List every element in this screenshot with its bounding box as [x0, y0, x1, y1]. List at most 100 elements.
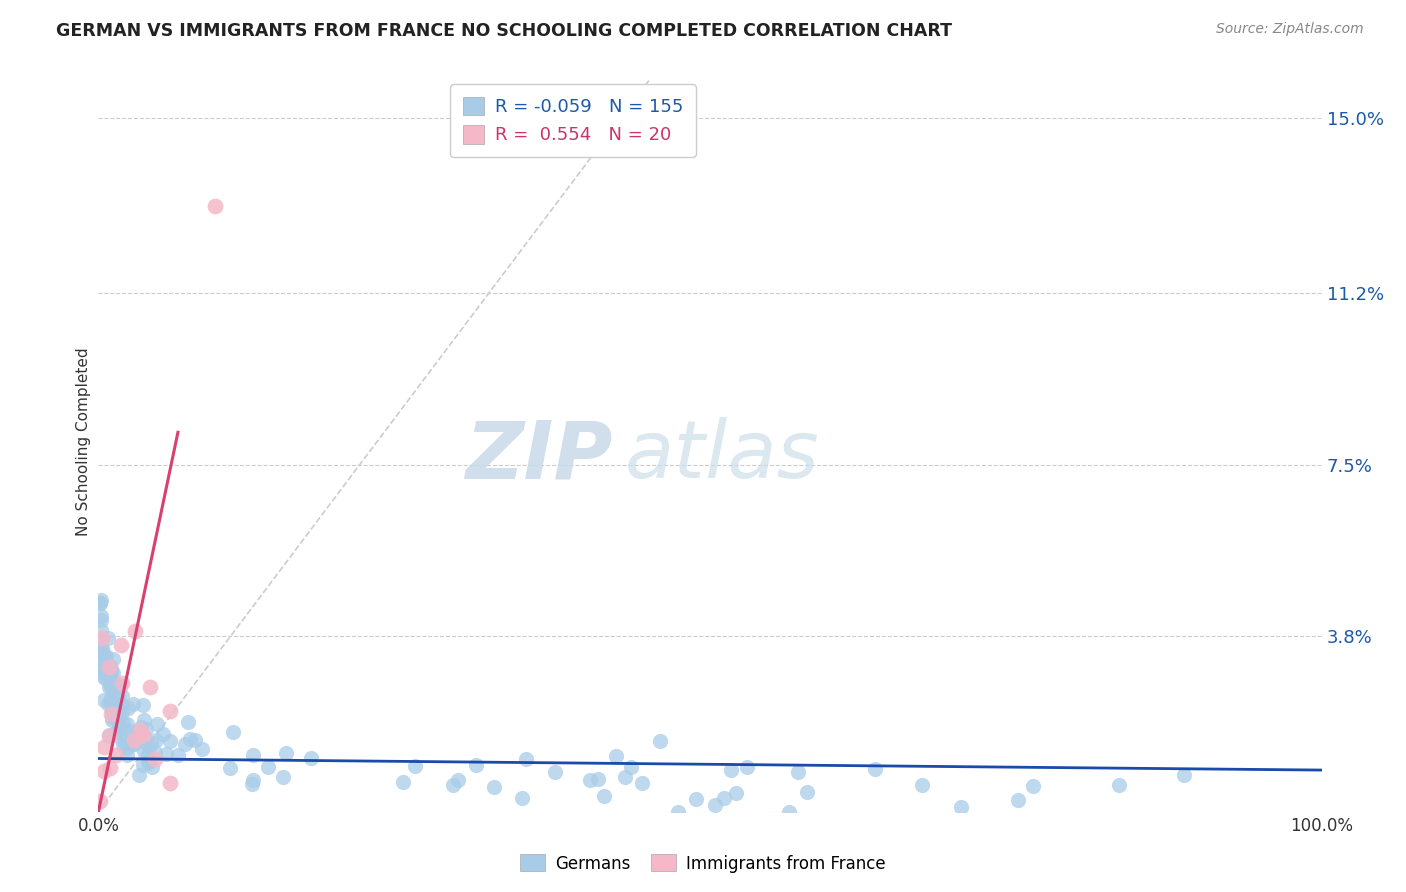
Point	[94, 649, 117, 664]
Point	[391, 775, 413, 789]
Point	[143, 752, 166, 766]
Point	[93, 693, 115, 707]
Point	[90, 623, 112, 637]
Point	[720, 763, 742, 777]
Point	[911, 778, 934, 792]
Point	[1108, 778, 1130, 792]
Point	[465, 757, 488, 772]
Point	[101, 681, 124, 696]
Point	[138, 739, 160, 754]
Point	[89, 794, 111, 808]
Point	[613, 770, 636, 784]
Point	[100, 662, 122, 676]
Point	[93, 661, 115, 675]
Point	[98, 660, 121, 674]
Point	[91, 647, 114, 661]
Point	[648, 734, 671, 748]
Point	[177, 714, 200, 729]
Point	[184, 733, 207, 747]
Point	[100, 679, 122, 693]
Point	[512, 791, 534, 805]
Point	[155, 747, 177, 762]
Point	[90, 613, 112, 627]
Point	[132, 744, 155, 758]
Point	[90, 662, 112, 676]
Point	[115, 716, 138, 731]
Point	[579, 773, 602, 788]
Point	[118, 723, 141, 738]
Point	[111, 689, 134, 703]
Point	[94, 671, 117, 685]
Point	[1173, 767, 1195, 781]
Point	[100, 706, 122, 721]
Point	[159, 775, 181, 789]
Point	[159, 733, 181, 747]
Point	[98, 728, 121, 742]
Point	[605, 749, 627, 764]
Point	[103, 652, 125, 666]
Point	[136, 756, 159, 770]
Point	[94, 648, 117, 663]
Legend: Germans, Immigrants from France: Germans, Immigrants from France	[513, 847, 893, 880]
Point	[129, 720, 152, 734]
Point	[122, 697, 145, 711]
Point	[122, 732, 145, 747]
Point	[949, 800, 972, 814]
Point	[96, 663, 118, 677]
Point	[101, 704, 124, 718]
Point	[100, 697, 122, 711]
Point	[108, 722, 131, 736]
Point	[90, 609, 112, 624]
Point	[97, 631, 120, 645]
Point	[103, 707, 125, 722]
Point	[865, 762, 887, 776]
Point	[127, 723, 149, 738]
Point	[93, 655, 115, 669]
Point	[135, 722, 157, 736]
Point	[666, 805, 689, 819]
Point	[90, 592, 112, 607]
Point	[97, 662, 120, 676]
Point	[91, 642, 114, 657]
Point	[105, 706, 128, 721]
Point	[219, 761, 242, 775]
Point	[132, 757, 155, 772]
Point	[725, 786, 748, 800]
Point	[159, 704, 181, 718]
Point	[132, 698, 155, 713]
Point	[111, 698, 134, 713]
Point	[111, 738, 134, 752]
Point	[98, 677, 121, 691]
Point	[544, 765, 567, 780]
Point	[100, 680, 122, 694]
Point	[121, 737, 143, 751]
Point	[146, 717, 169, 731]
Point	[105, 702, 128, 716]
Point	[115, 740, 138, 755]
Point	[138, 747, 160, 762]
Legend: R = -0.059   N = 155, R =  0.554   N = 20: R = -0.059 N = 155, R = 0.554 N = 20	[450, 84, 696, 157]
Point	[132, 728, 155, 742]
Point	[107, 706, 129, 721]
Point	[167, 747, 190, 762]
Point	[134, 735, 156, 749]
Point	[103, 704, 125, 718]
Point	[446, 773, 468, 788]
Point	[271, 770, 294, 784]
Point	[98, 658, 121, 673]
Point	[685, 792, 707, 806]
Point	[482, 780, 505, 794]
Point	[593, 789, 616, 803]
Point	[98, 680, 121, 694]
Point	[1007, 793, 1029, 807]
Text: GERMAN VS IMMIGRANTS FROM FRANCE NO SCHOOLING COMPLETED CORRELATION CHART: GERMAN VS IMMIGRANTS FROM FRANCE NO SCHO…	[56, 22, 952, 40]
Point	[110, 731, 132, 745]
Point	[98, 665, 121, 679]
Point	[588, 772, 610, 786]
Point	[117, 701, 139, 715]
Point	[141, 760, 163, 774]
Point	[100, 665, 122, 679]
Point	[221, 724, 243, 739]
Y-axis label: No Schooling Completed: No Schooling Completed	[76, 347, 91, 536]
Point	[114, 736, 136, 750]
